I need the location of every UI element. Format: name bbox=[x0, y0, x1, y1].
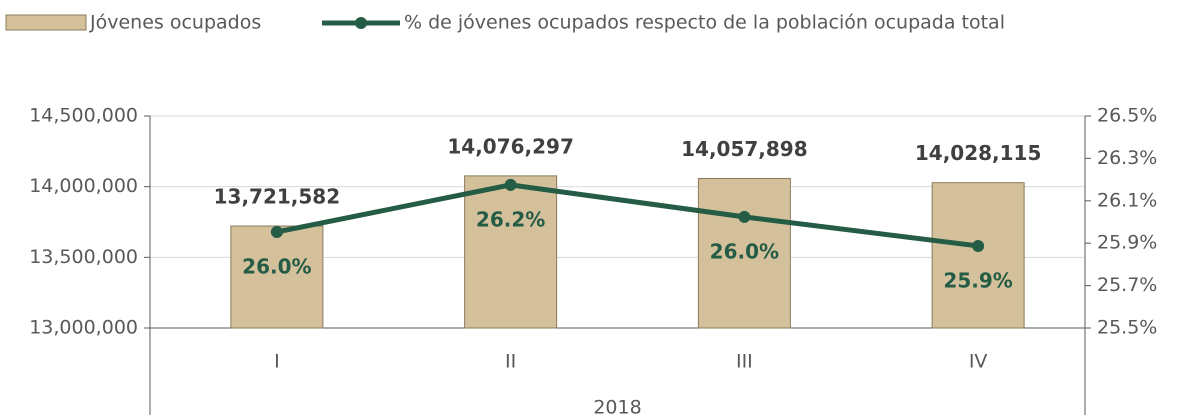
bar-value-label: 13,721,582 bbox=[214, 185, 341, 209]
x-tick-label: III bbox=[736, 351, 753, 373]
y2-tick-label: 25.5% bbox=[1097, 317, 1157, 339]
line bbox=[276, 182, 979, 249]
bar-value-label: 14,076,297 bbox=[447, 134, 574, 158]
bar-value-label: 14,057,898 bbox=[681, 137, 808, 161]
y2-tick-label: 26.3% bbox=[1097, 147, 1157, 169]
line-marker bbox=[738, 210, 751, 223]
legend-swatch-bar bbox=[5, 14, 87, 31]
legend-label: Jóvenes ocupados bbox=[89, 12, 261, 34]
bar bbox=[464, 175, 558, 329]
line-value-label: 26.0% bbox=[710, 239, 779, 263]
y2-tick-label: 25.7% bbox=[1097, 274, 1157, 296]
y-tick-label: 13,500,000 bbox=[29, 246, 138, 268]
y-tick-label: 14,500,000 bbox=[29, 105, 138, 127]
y2-tick-label: 26.5% bbox=[1097, 105, 1157, 127]
legend-marker bbox=[355, 17, 367, 29]
x-group-label: 2018 bbox=[593, 397, 641, 419]
y-tick-label: 13,000,000 bbox=[29, 317, 138, 339]
y2-tick-label: 25.9% bbox=[1097, 232, 1157, 254]
x-tick-label: I bbox=[274, 351, 280, 373]
x-tick-label: II bbox=[505, 351, 516, 373]
y-tick-label: 14,000,000 bbox=[29, 175, 138, 197]
line-marker bbox=[972, 239, 985, 252]
y2-tick-label: 26.1% bbox=[1097, 189, 1157, 211]
line-value-label: 25.9% bbox=[943, 268, 1012, 292]
bar bbox=[931, 182, 1025, 329]
line-value-label: 26.0% bbox=[242, 254, 311, 278]
bar bbox=[697, 177, 791, 329]
legend-label: % de jóvenes ocupados respecto de la pob… bbox=[404, 12, 1005, 34]
line-value-label: 26.2% bbox=[476, 207, 545, 231]
bar-value-label: 14,028,115 bbox=[915, 141, 1042, 165]
line-marker bbox=[270, 225, 283, 238]
x-tick-label: IV bbox=[969, 351, 988, 373]
line-marker bbox=[504, 178, 517, 191]
